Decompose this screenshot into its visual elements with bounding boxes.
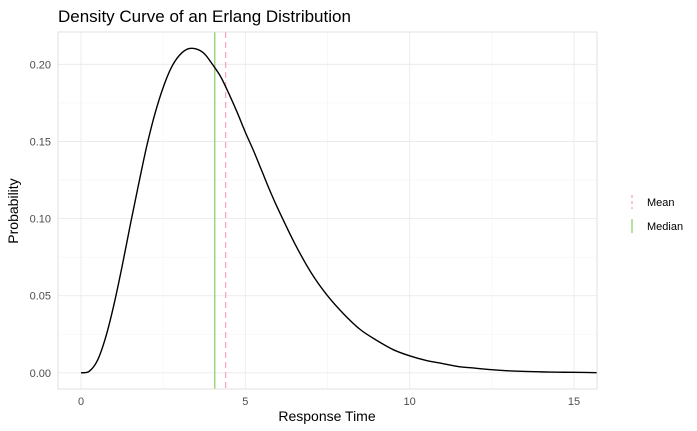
x-tick-label: 0	[78, 396, 84, 408]
plot-border	[57, 31, 598, 390]
x-tick-label: 15	[568, 396, 580, 408]
minor-gridlines	[58, 32, 597, 389]
legend: Mean Median	[631, 195, 683, 233]
y-tick-label: 0.20	[30, 59, 51, 71]
y-tick-label: 0.10	[30, 214, 51, 226]
legend-label-mean: Mean	[647, 197, 675, 209]
x-tick-label: 10	[404, 396, 416, 408]
x-axis-tick-labels: 0 5 10 15	[78, 396, 580, 408]
y-axis-tick-labels: 0.00 0.05 0.10 0.15 0.20	[30, 59, 51, 379]
x-axis-title: Response Time	[278, 408, 375, 424]
plot-area	[57, 31, 598, 390]
reference-lines	[214, 32, 227, 389]
legend-label-median: Median	[647, 221, 683, 233]
density-curve	[80, 47, 598, 374]
x-tick-label: 5	[242, 396, 248, 408]
chart-title: Density Curve of an Erlang Distribution	[58, 7, 351, 26]
y-tick-label: 0.15	[30, 136, 51, 148]
y-tick-label: 0.00	[30, 368, 51, 380]
major-gridlines	[58, 32, 597, 389]
y-tick-label: 0.05	[30, 291, 51, 303]
y-axis-title: Probability	[5, 178, 21, 243]
